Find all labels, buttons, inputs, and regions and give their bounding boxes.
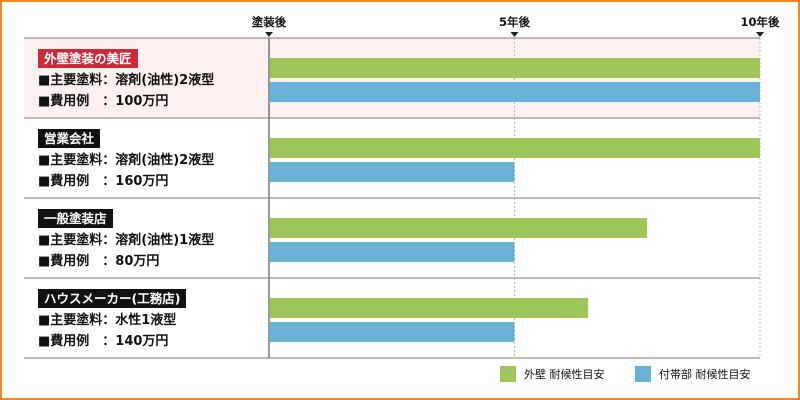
company-bisho: 外壁塗装の美匠 ■主要塗料：溶剤(油性)2液型 ■費用例 ：100万円 xyxy=(38,48,263,110)
x-tick-label-after-painting: 塗装後 xyxy=(251,15,287,29)
legend-label-wall: 外壁 耐候性目安 xyxy=(524,368,605,381)
company-name-badge: 営業会社 xyxy=(38,129,101,148)
company-sales: 営業会社 ■主要塗料：溶剤(油性)2液型 ■費用例 ：160万円 xyxy=(38,128,263,190)
company-name-badge: 外壁塗装の美匠 xyxy=(38,49,138,68)
legend-accessory: 付帯部 耐候性目安 xyxy=(635,366,751,382)
tick-marker-2 xyxy=(756,32,764,37)
x-tick-label-10-years: 10年後 xyxy=(740,15,780,29)
company-name-badge: 一般塗装店 xyxy=(38,209,113,228)
bar-wall-0 xyxy=(270,58,760,78)
main-paint-text: ■主要塗料：溶剤(油性)2液型 xyxy=(38,73,215,88)
legend-swatch-wall xyxy=(500,366,516,382)
cost-example-text: ■費用例 ：160万円 xyxy=(38,174,169,189)
bar-accessory-0 xyxy=(270,82,760,102)
bar-accessory-1 xyxy=(270,162,515,182)
company-general-painter: 一般塗装店 ■主要塗料：溶剤(油性)1液型 ■費用例 ：80万円 xyxy=(38,208,263,270)
company-house-maker: ハウスメーカー(工務店) ■主要塗料：水性1液型 ■費用例 ：140万円 xyxy=(38,288,263,350)
main-paint-text: ■主要塗料：溶剤(油性)2液型 xyxy=(38,153,215,168)
cost-example-text: ■費用例 ：100万円 xyxy=(38,94,169,109)
main-paint-text: ■主要塗料：溶剤(油性)1液型 xyxy=(38,233,215,248)
bar-wall-1 xyxy=(270,138,760,158)
tick-marker-0 xyxy=(265,32,273,37)
bar-wall-3 xyxy=(270,298,589,318)
legend-label-accessory: 付帯部 耐候性目安 xyxy=(659,368,751,381)
bar-accessory-2 xyxy=(270,242,515,262)
company-name-badge: ハウスメーカー(工務店) xyxy=(38,289,187,308)
cost-example-text: ■費用例 ：80万円 xyxy=(38,254,160,269)
cost-example-text: ■費用例 ：140万円 xyxy=(38,334,169,349)
bar-wall-2 xyxy=(270,218,648,238)
bar-accessory-3 xyxy=(270,322,515,342)
x-tick-label-5-years: 5年後 xyxy=(498,15,531,29)
legend-wall: 外壁 耐候性目安 xyxy=(500,366,605,382)
main-paint-text: ■主要塗料：水性1液型 xyxy=(38,313,177,328)
tick-marker-1 xyxy=(510,32,519,37)
legend-swatch-accessory xyxy=(635,366,651,382)
